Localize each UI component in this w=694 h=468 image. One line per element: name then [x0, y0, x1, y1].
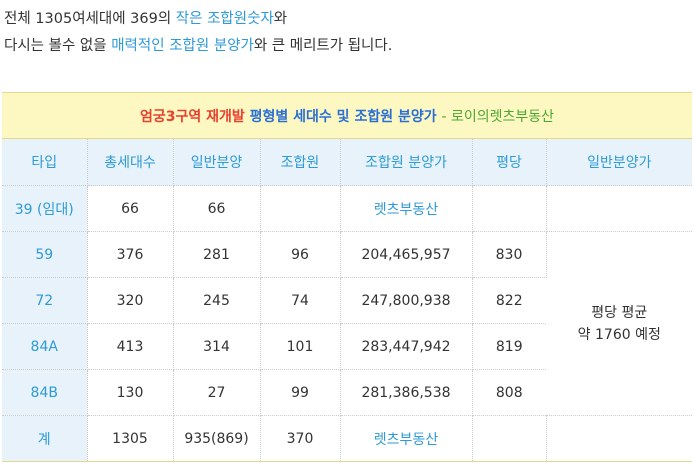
intro-line-1-prefix: 전체 1305여세대에 369의: [4, 11, 176, 27]
table-header-row: 타입 총세대수 일반분양 조합원 조합원 분양가 평당 일반분양가: [2, 138, 693, 186]
row-general-price: [546, 185, 693, 232]
intro-text: 전체 1305여세대에 369의 작은 조합원숫자와 다시는 볼수 없을 매력적…: [4, 6, 392, 60]
total-general-price: [546, 415, 693, 462]
table-row: 59 376 281 96 204,465,957 830 평당 평균 약 17…: [2, 231, 693, 416]
row-total: 66: [87, 185, 174, 232]
row-price: 247,800,938: [340, 277, 473, 324]
row-price: 렛츠부동산: [340, 185, 473, 232]
intro-line-2-prefix: 다시는 볼수 없을: [4, 38, 112, 54]
table-row: 72 320 245 74 247,800,938 822: [2, 277, 692, 324]
row-general: 314: [173, 323, 261, 370]
header-general-sale: 일반분양: [173, 138, 261, 186]
row-general: 66: [173, 185, 261, 232]
intro-line-1: 전체 1305여세대에 369의 작은 조합원숫자와: [4, 6, 392, 33]
header-member-price: 조합원 분양가: [340, 138, 473, 186]
header-total-units: 총세대수: [87, 138, 174, 186]
caption-subject: 평형별 세대수 및 조합원 분양가: [249, 108, 437, 125]
price-table: 엄궁3구역 재개발 평형별 세대수 및 조합원 분양가 - 로이의렛츠부동산 타…: [2, 92, 693, 462]
total-label: 계: [2, 415, 88, 462]
table-row: 84A 413 314 101 283,447,942 819: [2, 323, 692, 370]
header-per-pyeong: 평당: [472, 138, 547, 186]
total-members: 370: [260, 415, 341, 462]
table-row: 39 (임대) 66 66 렛츠부동산: [2, 185, 693, 232]
row-type: 84B: [2, 369, 88, 416]
header-type: 타입: [2, 138, 88, 186]
row-per-pyeong: 822: [472, 277, 546, 324]
row-members: 96: [260, 231, 341, 278]
row-total: 320: [87, 277, 174, 324]
table-row: 84B 130 27 99 281,386,538 808: [2, 369, 692, 416]
intro-line-2-suffix: 와 큰 메리트가 됩니다.: [253, 38, 393, 54]
row-per-pyeong: 808: [472, 369, 546, 416]
total-general: 935(869): [173, 415, 261, 462]
row-price: 283,447,942: [340, 323, 473, 370]
intro-line-1-suffix: 와: [273, 11, 288, 27]
row-members: 99: [260, 369, 341, 416]
row-price: 204,465,957: [340, 231, 473, 278]
row-general: 245: [173, 277, 261, 324]
row-members: [260, 185, 341, 232]
total-price: 렛츠부동산: [340, 415, 473, 462]
row-per-pyeong: 830: [472, 231, 547, 278]
row-price: 281,386,538: [340, 369, 473, 416]
row-per-pyeong: 819: [472, 323, 546, 370]
caption-source: - 로이의렛츠부동산: [441, 108, 555, 125]
intro-line-2: 다시는 볼수 없을 매력적인 조합원 분양가와 큰 메리트가 됩니다.: [4, 33, 392, 60]
header-members: 조합원: [260, 138, 341, 186]
row-total: 130: [87, 369, 174, 416]
row-type: 72: [2, 277, 88, 324]
row-type: 84A: [2, 323, 88, 370]
row-total: 413: [87, 323, 174, 370]
row-members: 74: [260, 277, 341, 324]
header-general-price: 일반분양가: [546, 138, 693, 186]
general-price-note: 평당 평균 약 1760 예정: [546, 231, 693, 416]
row-per-pyeong: [472, 185, 547, 232]
caption-project: 엄궁3구역 재개발: [140, 108, 245, 125]
row-general: 27: [173, 369, 261, 416]
row-type: 59: [2, 231, 88, 278]
row-type: 39 (임대): [2, 185, 88, 232]
row-members: 101: [260, 323, 341, 370]
table-caption: 엄궁3구역 재개발 평형별 세대수 및 조합원 분양가 - 로이의렛츠부동산: [2, 92, 693, 139]
intro-line-1-highlight: 작은 조합원숫자: [175, 11, 274, 27]
table-caption-row: 엄궁3구역 재개발 평형별 세대수 및 조합원 분양가 - 로이의렛츠부동산: [2, 92, 693, 139]
general-price-note-line-2: 약 1760 예정: [577, 326, 661, 343]
table-total-row: 계 1305 935(869) 370 렛츠부동산: [2, 415, 693, 462]
row-total: 376: [87, 231, 174, 278]
intro-line-2-highlight: 매력적인 조합원 분양가: [111, 38, 254, 54]
row-general: 281: [173, 231, 261, 278]
total-per-pyeong: [472, 415, 547, 462]
general-price-note-line-1: 평당 평균: [591, 304, 648, 321]
total-units: 1305: [87, 415, 174, 462]
